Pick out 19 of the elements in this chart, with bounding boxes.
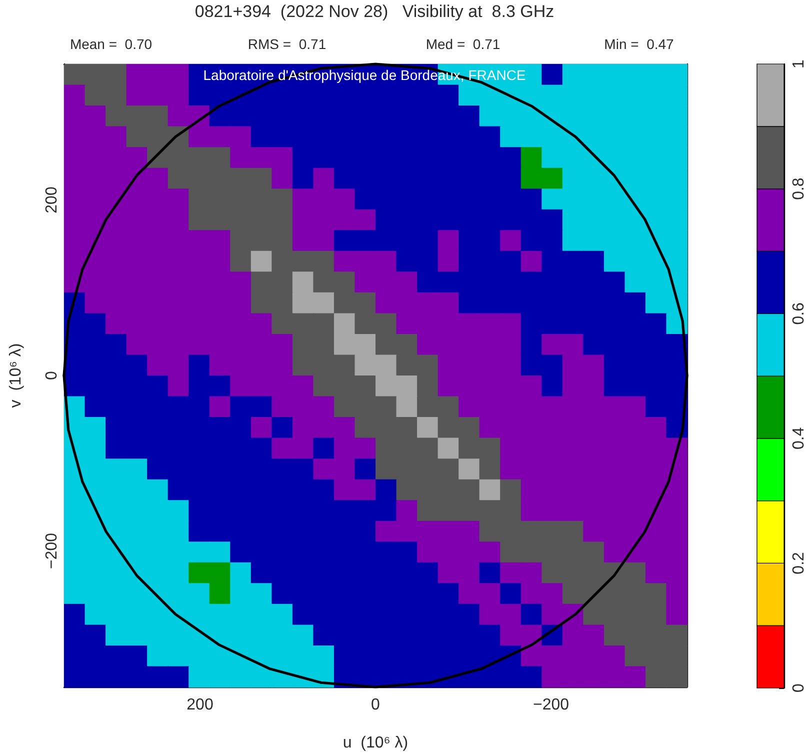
color-bar-label: 0.4 (790, 427, 808, 450)
text: Med = 0.71 (426, 36, 500, 52)
text: RMS = 0.71 (248, 36, 326, 52)
x-axis-title: u (10⁶ λ) (342, 734, 408, 752)
chart-title: 0821+394 (2022 Nov 28) Visibility at 8.3 GHz (194, 2, 554, 21)
color-bar-label: 0.2 (790, 552, 808, 574)
color-bar-label: 1 (790, 59, 808, 68)
x-tick-label: 0 (371, 696, 380, 714)
color-bar-label: 0.6 (790, 302, 808, 325)
color-bar-label: 0 (790, 683, 808, 692)
y-tick-label: −200 (44, 532, 60, 570)
text: Mean = 0.70 (70, 36, 152, 52)
x-tick-label: −200 (532, 696, 570, 714)
y-tick-label: 0 (44, 370, 60, 380)
x-tick-label: 200 (186, 696, 214, 714)
y-tick-label: 200 (44, 186, 60, 214)
y-axis-title: v (10⁶ λ) (8, 343, 24, 408)
color-bar-label: 0.8 (790, 178, 808, 200)
text: Min = 0.47 (604, 36, 674, 52)
